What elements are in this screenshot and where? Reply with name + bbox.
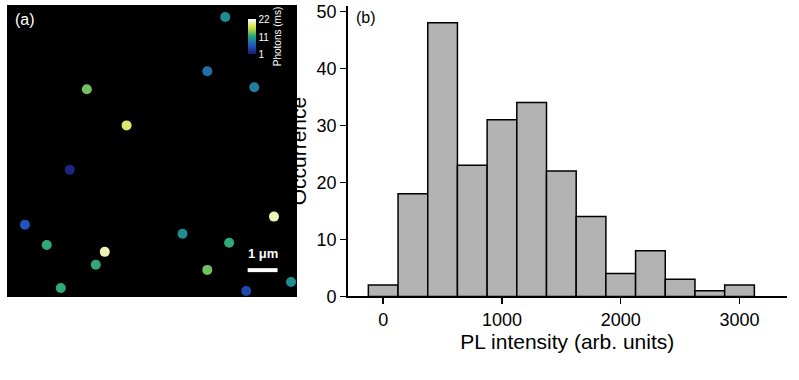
svg-text:0: 0 bbox=[326, 287, 336, 307]
svg-text:(b): (b) bbox=[356, 9, 376, 26]
svg-text:Photons (ms): Photons (ms) bbox=[272, 7, 283, 66]
svg-text:2000: 2000 bbox=[601, 310, 641, 330]
svg-text:22: 22 bbox=[259, 14, 271, 25]
svg-text:1: 1 bbox=[259, 49, 265, 60]
svg-text:1000: 1000 bbox=[482, 310, 522, 330]
svg-text:30: 30 bbox=[316, 116, 336, 136]
svg-text:20: 20 bbox=[316, 173, 336, 193]
svg-text:Occurrence: Occurrence bbox=[287, 97, 310, 206]
svg-text:3000: 3000 bbox=[719, 310, 759, 330]
svg-text:10: 10 bbox=[316, 230, 336, 250]
svg-text:11: 11 bbox=[259, 32, 270, 43]
svg-text:1 μm: 1 μm bbox=[248, 246, 278, 261]
svg-text:(a): (a) bbox=[15, 11, 35, 28]
svg-text:PL intensity (arb. units): PL intensity (arb. units) bbox=[460, 330, 674, 353]
svg-text:0: 0 bbox=[378, 310, 388, 330]
svg-text:40: 40 bbox=[316, 59, 336, 79]
svg-text:50: 50 bbox=[316, 2, 336, 22]
